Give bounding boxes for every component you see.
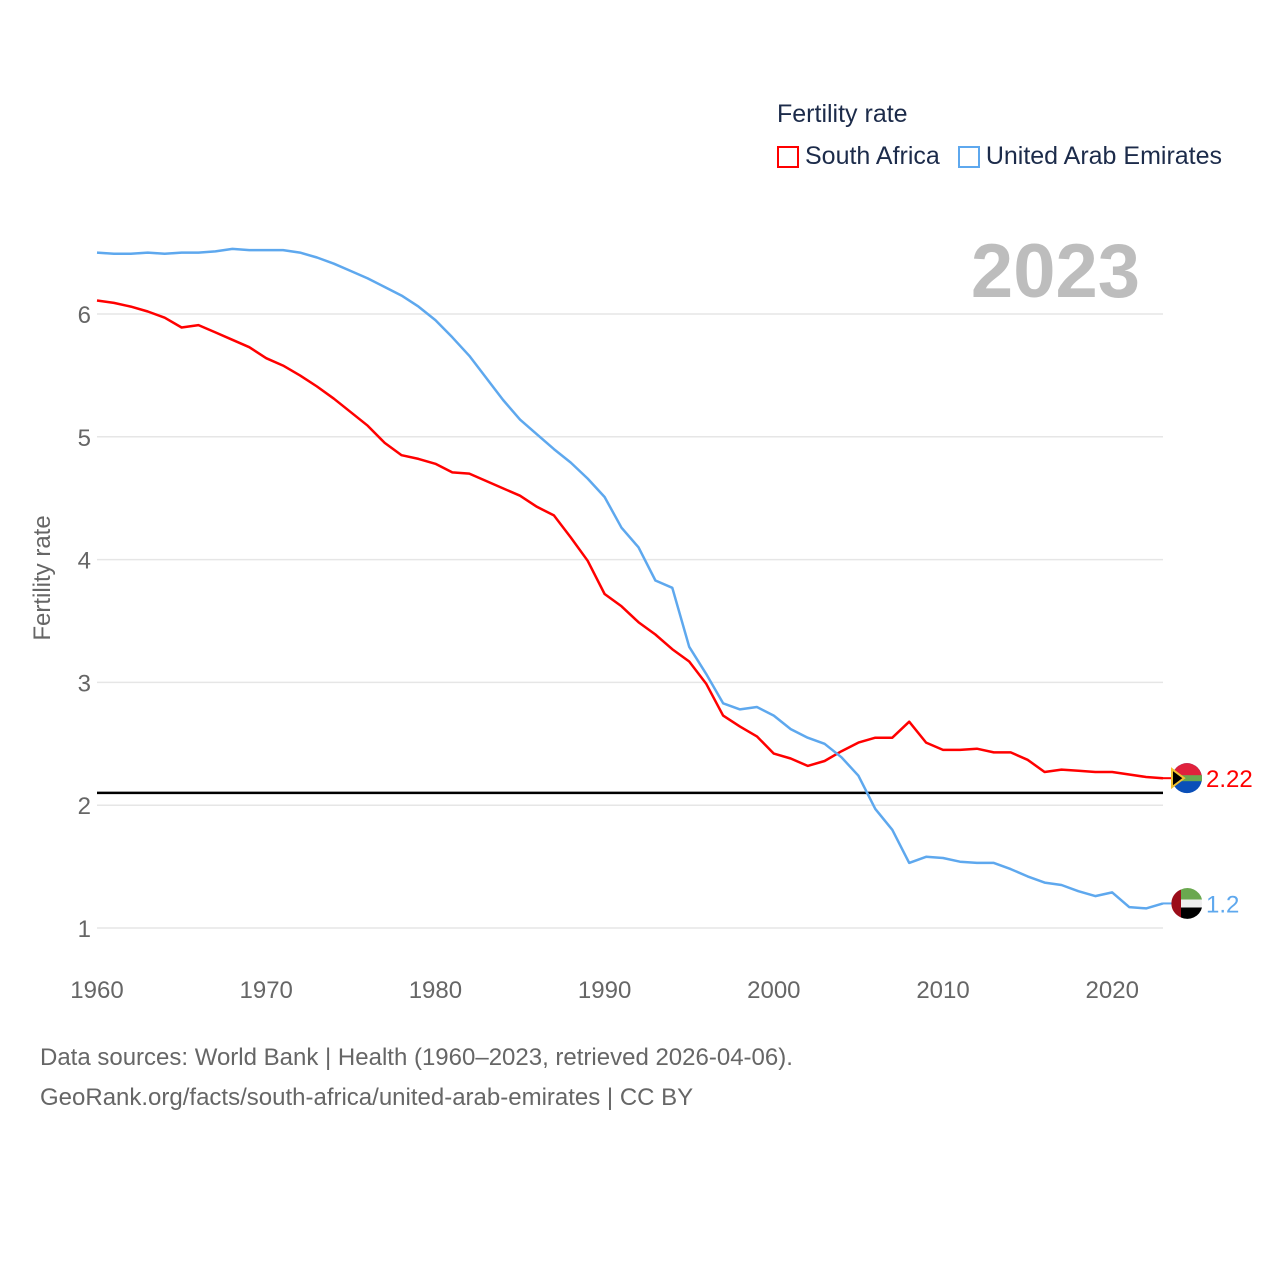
- flag-stripe: [1181, 887, 1202, 900]
- y-axis-label: Fertility rate: [29, 515, 56, 640]
- legend-title: Fertility rate: [777, 100, 908, 128]
- flag-stripe: [1171, 889, 1181, 918]
- footer-attribution: GeoRank.org/facts/south-africa/united-ar…: [40, 1084, 694, 1111]
- legend-swatch-uae: [957, 145, 980, 168]
- x-tick-label: 1970: [240, 977, 293, 1004]
- x-tick-label: 2000: [747, 977, 800, 1004]
- x-tick-label: 1980: [409, 977, 462, 1004]
- legend-label: United Arab Emirates: [985, 142, 1223, 170]
- footer-sources: Data sources: World Bank | Health (1960–…: [40, 1044, 793, 1071]
- legend-item-south-africa[interactable]: South Africa: [777, 142, 940, 171]
- x-tick-label: 2010: [916, 977, 969, 1004]
- series-line-south-africa: [96, 299, 1164, 780]
- series-line-uae: [96, 247, 1164, 910]
- x-tick-label: 2020: [1086, 977, 1139, 1004]
- flag-stripe: [1172, 775, 1202, 782]
- end-value-label: 1.2: [1206, 891, 1239, 918]
- current-year-label: 2023: [970, 229, 1140, 314]
- x-tick-label: 1960: [70, 977, 123, 1004]
- legend: South Africa United Arab Emirates: [777, 142, 1222, 171]
- y-tick-label: 3: [78, 670, 91, 697]
- flag-stripe: [1181, 907, 1202, 919]
- y-tick-label: 1: [78, 916, 91, 943]
- legend-label: South Africa: [805, 142, 940, 170]
- y-tick-label: 5: [78, 425, 91, 452]
- x-tick-label: 1990: [578, 977, 631, 1004]
- y-tick-label: 6: [78, 302, 91, 329]
- legend-swatch-south-africa: [777, 145, 799, 168]
- flag-triangle: [1171, 767, 1186, 790]
- end-value-label: 2.22: [1206, 766, 1253, 793]
- y-tick-label: 4: [78, 548, 91, 575]
- y-tick-label: 2: [78, 793, 91, 820]
- legend-item-uae[interactable]: United Arab Emirates: [957, 142, 1223, 171]
